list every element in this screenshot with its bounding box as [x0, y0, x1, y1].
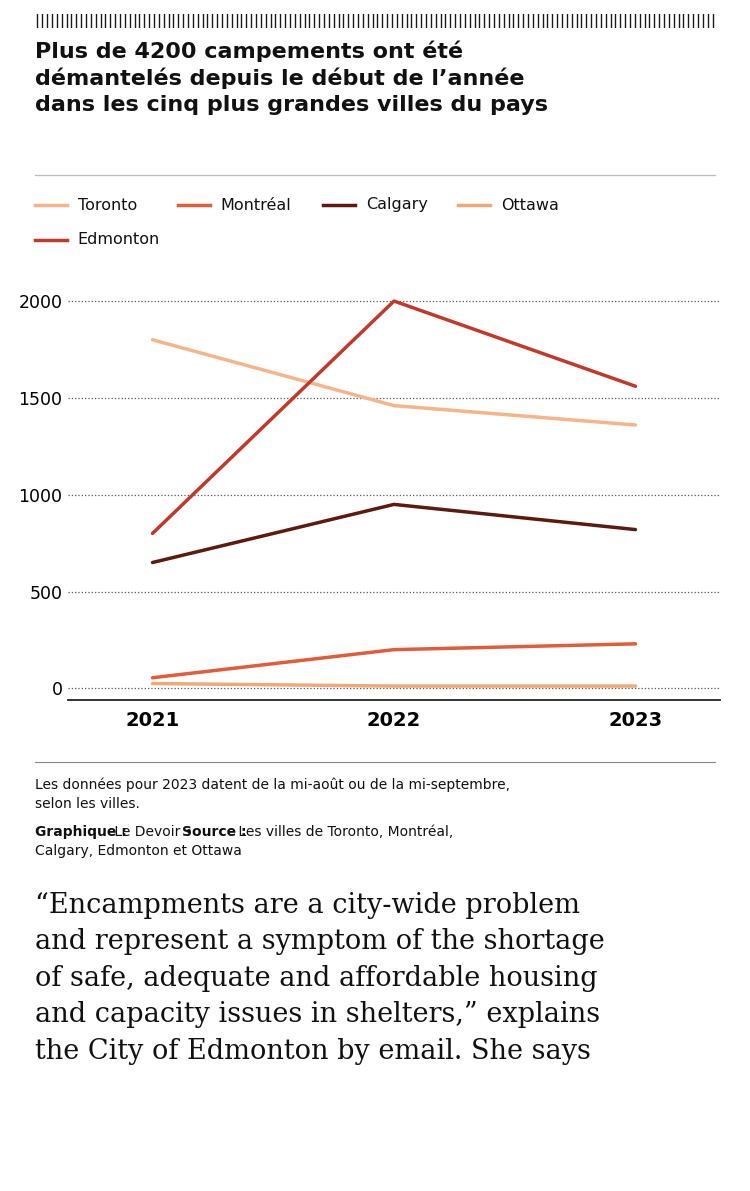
- Text: “Encampments are a city-wide problem
and represent a symptom of the shortage
of : “Encampments are a city-wide problem and…: [35, 892, 604, 1065]
- Text: Calgary: Calgary: [366, 198, 428, 212]
- Text: Plus de 4200 campements ont été
démantelés depuis le début de l’année
dans les c: Plus de 4200 campements ont été démantel…: [35, 40, 548, 114]
- Text: Le Devoir •: Le Devoir •: [110, 825, 197, 838]
- Text: Calgary, Edmonton et Ottawa: Calgary, Edmonton et Ottawa: [35, 844, 242, 858]
- Text: Source :: Source :: [182, 825, 247, 838]
- Text: Toronto: Toronto: [78, 198, 137, 212]
- Text: Ottawa: Ottawa: [501, 198, 559, 212]
- Text: Graphique :: Graphique :: [35, 825, 127, 838]
- Text: Les données pour 2023 datent de la mi-août ou de la mi-septembre,
selon les vill: Les données pour 2023 datent de la mi-ao…: [35, 778, 510, 811]
- Text: Montréal: Montréal: [220, 198, 292, 212]
- Text: Edmonton: Edmonton: [78, 232, 160, 248]
- Text: Les villes de Toronto, Montréal,: Les villes de Toronto, Montréal,: [234, 825, 453, 838]
